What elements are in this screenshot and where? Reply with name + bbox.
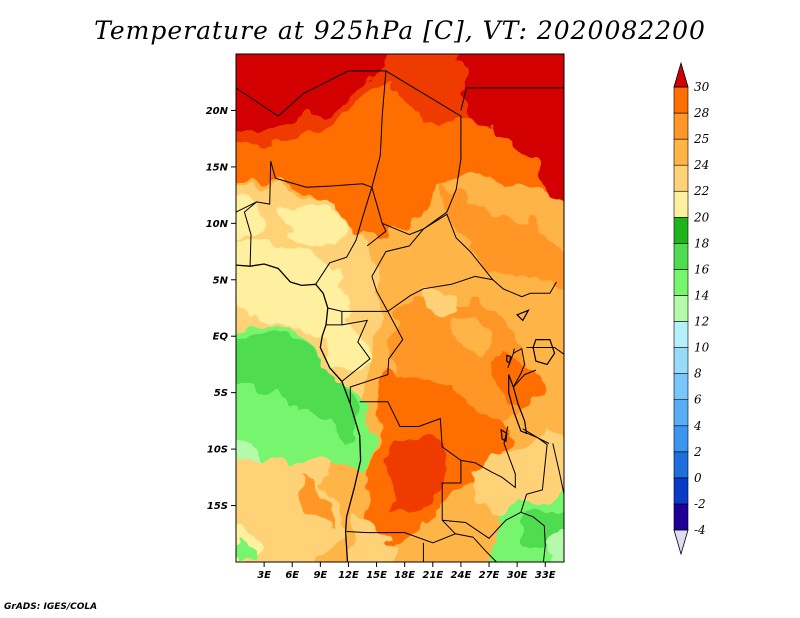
lat-tick-label: 10N	[206, 219, 229, 230]
lat-tick-label: 5S	[214, 388, 228, 399]
country-border	[236, 201, 257, 213]
colorbar-label: 2	[693, 445, 702, 459]
country-border	[492, 279, 557, 298]
colorbar-label: 22	[693, 184, 709, 198]
colorbar-segment	[673, 295, 689, 322]
country-border	[315, 187, 373, 285]
lat-tick-label: 20N	[206, 106, 229, 117]
lon-tick-label: 21E	[422, 570, 443, 581]
colorbar-label: 16	[694, 262, 710, 276]
lake-outline	[532, 339, 556, 366]
country-border	[524, 431, 550, 444]
lat-tick-label: EQ	[213, 332, 229, 343]
country-border	[243, 161, 272, 267]
colorbar-label: 25	[693, 132, 709, 146]
lake-outline	[506, 354, 512, 365]
country-border	[526, 347, 564, 355]
colorbar-segment	[673, 138, 689, 166]
colorbar-label: 24	[693, 158, 709, 172]
colorbar-label: 4	[693, 419, 702, 433]
colorbar-segment	[673, 399, 689, 427]
colorbar-label: -4	[694, 523, 706, 537]
lon-tick-label: 24E	[451, 570, 472, 581]
lon-tick-label: 15E	[366, 570, 387, 581]
lat-tick-label: 15N	[206, 162, 229, 173]
map-title: Temperature at 925hPa [C], VT: 202008220…	[94, 16, 706, 45]
lat-tick-label: 10S	[207, 445, 228, 456]
country-border	[327, 307, 388, 312]
lon-tick-label: 33E	[535, 570, 556, 581]
country-border	[552, 443, 564, 495]
country-border	[442, 428, 548, 539]
country-border	[236, 70, 462, 159]
colorbar-label: 8	[694, 367, 702, 381]
colorbar-label: -2	[694, 497, 706, 511]
lon-tick-label: 3E	[257, 570, 271, 581]
country-border	[460, 87, 564, 111]
colorbar-lower-triangle	[673, 529, 689, 556]
country-border	[382, 158, 462, 236]
colorbar-label: 18	[694, 236, 710, 250]
colorbar-segment	[673, 216, 689, 244]
lon-tick-label: 18E	[394, 570, 415, 581]
colorbar-segment	[673, 164, 689, 192]
lon-tick-label: 27E	[479, 570, 500, 581]
country-border	[460, 426, 516, 489]
lake-outline	[500, 428, 508, 443]
colorbar-segment	[673, 477, 689, 505]
lake-outline	[508, 374, 528, 435]
country-border	[346, 401, 462, 544]
colorbar-label: 14	[694, 288, 709, 302]
lon-tick-label: 9E	[313, 570, 327, 581]
colorbar-segment	[673, 321, 689, 348]
colorbar-label: 30	[694, 80, 710, 94]
colorbar-segment	[673, 112, 689, 140]
colorbar-label: 20	[693, 210, 710, 224]
colorbar-segment	[673, 243, 689, 270]
colorbar-segment	[673, 451, 689, 479]
colorbar-segment	[673, 86, 689, 114]
country-border	[371, 70, 387, 188]
country-border	[455, 533, 497, 562]
lon-tick-label: 12E	[338, 570, 359, 581]
country-border	[341, 319, 371, 382]
lon-tick-label: 6E	[285, 570, 299, 581]
colorbar-label: 6	[694, 393, 702, 407]
geographic-outlines	[236, 70, 564, 562]
lat-tick-label: 15S	[207, 501, 228, 512]
temperature-field	[236, 54, 564, 562]
map-axes: 3E 6E 9E 12E 15E 18E 21E 24E 27E 30E 33E 20N 15N 10N 5…	[206, 106, 556, 581]
colorbar-segment	[673, 503, 689, 531]
colorbar-label: 0	[694, 471, 702, 485]
lake-outline	[516, 309, 530, 322]
coastline	[236, 263, 362, 562]
colorbar-segment	[673, 425, 689, 453]
map-frame	[235, 53, 565, 563]
colorbar-segment	[673, 347, 689, 374]
colorbar-segment	[673, 190, 689, 218]
country-border	[512, 347, 526, 388]
lat-tick-label: 5N	[213, 275, 229, 286]
colorbar-upper-triangle	[673, 61, 689, 88]
country-border	[270, 161, 387, 247]
country-border	[349, 311, 404, 404]
country-border	[513, 369, 537, 388]
credit-label: GrADS: IGES/COLA	[4, 602, 98, 612]
colorbar-label: 28	[693, 106, 710, 120]
country-border	[520, 511, 546, 562]
colorbar-label: 10	[694, 341, 710, 355]
colorbar-label: 12	[694, 315, 709, 329]
colorbar-segment	[673, 269, 689, 296]
colorbar-segment	[673, 373, 689, 401]
lon-tick-label: 30E	[507, 570, 528, 581]
